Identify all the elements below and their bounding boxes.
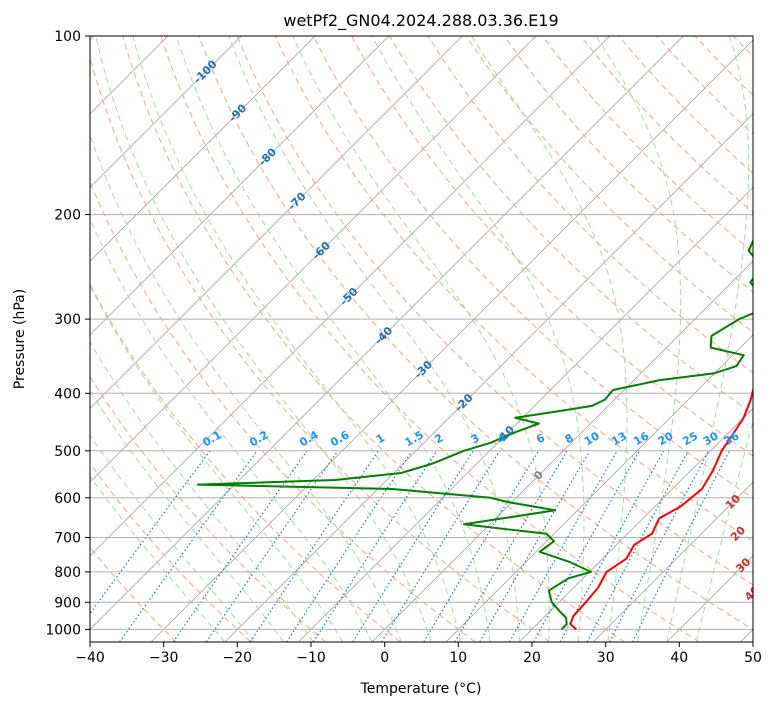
moist-adiabat-line	[595, 36, 682, 642]
isotherm-line	[224, 113, 753, 642]
isotherm-line	[90, 36, 463, 409]
x-tick-label: −10	[296, 650, 326, 666]
moist-adiabat-line	[228, 36, 520, 642]
isotherm-line	[90, 36, 537, 483]
isotherm-line	[90, 36, 390, 336]
x-axis-label: Temperature (°C)	[360, 681, 482, 697]
mixing-ratio-line	[205, 450, 339, 642]
y-tick-label: 500	[54, 444, 81, 460]
moist-adiabat-line	[90, 434, 255, 642]
x-tick-label: 20	[523, 650, 541, 666]
plot-area	[90, 36, 753, 642]
temperature-line	[569, 386, 753, 631]
isotherm-line	[519, 407, 753, 642]
x-tick-label: 50	[744, 650, 762, 666]
moist-adiabat-line	[90, 340, 314, 642]
moist-adiabat-line	[471, 36, 628, 642]
moist-adiabat-line	[90, 284, 344, 642]
mixing-ratio-line	[508, 450, 618, 642]
y-tick-label: 900	[54, 595, 81, 611]
moist-adiabat-line	[695, 419, 753, 642]
mixing-ratio-line	[286, 450, 413, 642]
y-tick-label: 700	[54, 531, 81, 547]
y-tick-label: 800	[54, 565, 81, 581]
isotherm-line	[445, 334, 753, 642]
y-tick-label: 600	[54, 491, 81, 507]
mixing-ratio-line	[172, 450, 308, 642]
mixing-ratio-line	[533, 450, 640, 642]
isotherm-line	[90, 36, 242, 188]
dry-adiabat-line	[90, 462, 252, 642]
moist-adiabat-line	[371, 36, 585, 642]
dry-adiabat-line	[90, 55, 550, 642]
mixing-ratio-line	[90, 450, 211, 615]
moist-adiabat-line	[90, 217, 373, 642]
x-axis: −40 −30 −20 −10 0 10 20 30 40 50	[75, 642, 762, 666]
isotherm-line	[592, 481, 753, 642]
x-tick-label: 10	[449, 650, 467, 666]
pressure-grid	[90, 36, 753, 630]
y-tick-label: 100	[54, 29, 81, 45]
dry-adiabat-line	[160, 36, 700, 642]
mixing-ratio-line	[586, 450, 689, 642]
x-tick-label: −40	[75, 650, 105, 666]
isotherm-line	[90, 36, 684, 630]
dry-adiabat-line	[503, 36, 753, 293]
moist-adiabat-line	[132, 36, 461, 642]
moist-adiabat-line	[175, 36, 491, 642]
moist-adiabat-label: 40	[742, 583, 762, 603]
x-tick-label: −20	[223, 650, 253, 666]
isotherm-line	[150, 39, 753, 642]
moist-adiabat-line	[666, 36, 750, 642]
x-tick-label: 0	[380, 650, 389, 666]
mixing-ratio-line	[312, 450, 438, 642]
dry-adiabat-line	[274, 36, 753, 542]
dry-adiabat-line	[122, 36, 625, 642]
isotherm-line	[90, 36, 611, 557]
dry-adiabat-line	[198, 36, 753, 630]
mixing-ratio-line	[249, 450, 379, 642]
chart-title: wetPf2_GN04.2024.288.03.36.E19	[283, 11, 558, 31]
isotherm-line	[90, 36, 316, 262]
dewpoint-line	[197, 238, 753, 631]
x-tick-label: 30	[597, 650, 615, 666]
moist-adiabat-line	[292, 36, 550, 642]
mixing-ratio-line	[423, 450, 540, 642]
mixing-ratio-line	[559, 450, 665, 642]
mixing-ratio-line	[352, 450, 474, 642]
dry-adiabat-line	[236, 36, 753, 586]
mixing-ratio-line	[119, 450, 258, 642]
dry-adiabat-line	[771, 36, 775, 642]
y-tick-label: 1000	[45, 622, 81, 638]
moist-adiabat-line	[90, 475, 226, 642]
mixing-ratio-line	[632, 450, 731, 642]
x-tick-label: 40	[670, 650, 688, 666]
dry-adiabat-line	[90, 375, 326, 642]
y-tick-label: 400	[54, 386, 81, 402]
isotherm-line	[371, 260, 753, 642]
y-axis: 1000 900 800 700 600 500 400 300 200 100	[45, 29, 90, 638]
y-axis-label: Pressure (hPa)	[12, 289, 28, 389]
moist-adiabat-line	[95, 36, 432, 642]
y-tick-label: 200	[54, 208, 81, 224]
background-lines	[90, 36, 775, 642]
x-tick-label: −30	[149, 650, 179, 666]
moist-adiabat-line	[90, 390, 285, 642]
plot-frame	[89, 35, 754, 643]
y-tick-label: 300	[54, 312, 81, 328]
series-group	[197, 238, 753, 631]
